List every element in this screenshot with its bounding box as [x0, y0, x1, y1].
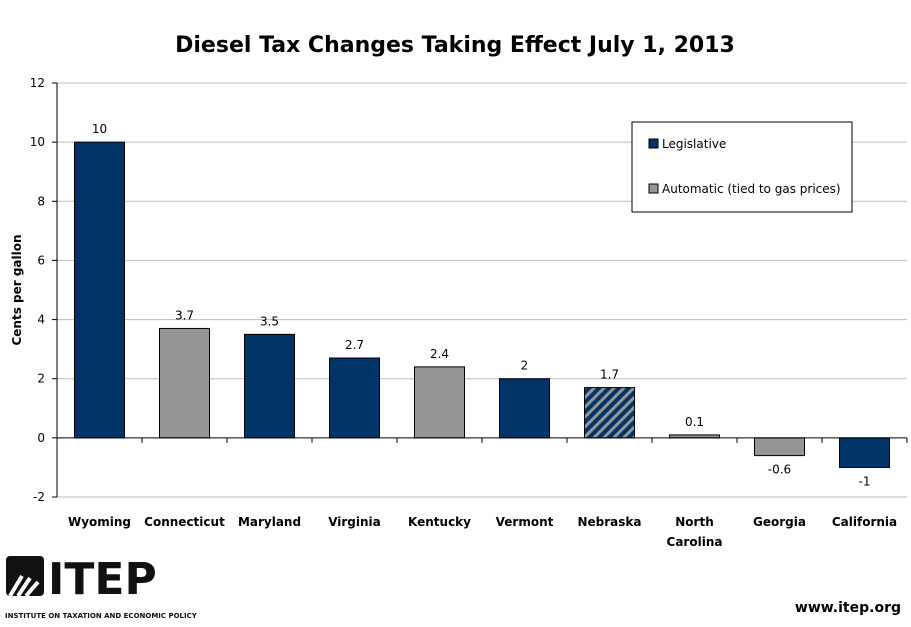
bar-connecticut — [159, 327, 210, 439]
logo-subtitle: INSTITUTE ON TAXATION AND ECONOMIC POLIC… — [5, 612, 198, 620]
bar-nebraska — [584, 387, 635, 439]
x-tick-label: Georgia — [753, 515, 806, 529]
y-tick-label: 8 — [37, 194, 45, 208]
data-label: 3.5 — [260, 314, 279, 328]
x-tick-label: Kentucky — [408, 515, 471, 529]
itep-logo: ITEP INSTITUTE ON TAXATION AND ECONOMIC … — [5, 554, 198, 620]
x-tick-label: Vermont — [496, 515, 554, 529]
bar-california — [839, 437, 890, 468]
x-tick-label: Connecticut — [144, 515, 225, 529]
legend-swatch-legislative — [648, 138, 659, 149]
data-label: 10 — [92, 122, 107, 136]
legend-swatch-automatic — [648, 183, 659, 194]
data-label: 2.4 — [430, 347, 449, 361]
x-tick-label: Nebraska — [577, 515, 641, 529]
data-label: -1 — [859, 474, 871, 488]
footer-url[interactable]: www.itep.org — [795, 600, 901, 616]
y-tick-label: 12 — [30, 76, 45, 90]
y-tick-label: -2 — [33, 490, 45, 504]
legend-label-legislative: Legislative — [662, 137, 726, 151]
y-tick-label: 6 — [37, 253, 45, 267]
x-tick-label: Virginia — [328, 515, 381, 529]
x-tick-label: Wyoming — [68, 515, 131, 529]
bar-kentucky — [414, 366, 465, 439]
logo-text: ITEP — [48, 554, 157, 605]
y-tick-label: 2 — [37, 372, 45, 386]
legend-box — [631, 121, 853, 213]
y-tick-label: 4 — [37, 313, 45, 327]
y-tick-label: 10 — [30, 135, 45, 149]
bar-georgia — [754, 437, 805, 457]
bar-maryland — [244, 333, 295, 439]
data-label: -0.6 — [768, 463, 791, 477]
legend: Legislative Automatic (tied to gas price… — [631, 121, 853, 213]
data-label: 0.1 — [685, 415, 704, 429]
chart-title: Diesel Tax Changes Taking Effect July 1,… — [175, 33, 735, 58]
data-label: 1.7 — [600, 368, 619, 382]
x-tick-label: Maryland — [238, 515, 301, 529]
legend-label-automatic: Automatic (tied to gas prices) — [662, 182, 841, 196]
x-tick-label: California — [832, 515, 897, 529]
data-label: 2 — [521, 359, 529, 373]
bar-virginia — [329, 357, 380, 439]
data-label: 2.7 — [345, 338, 364, 352]
bar-wyoming — [74, 141, 125, 439]
bar-vermont — [499, 378, 550, 439]
y-axis-label: Cents per gallon — [10, 234, 24, 345]
data-label: 3.7 — [175, 308, 194, 322]
y-tick-label: 0 — [37, 431, 45, 445]
x-tick-label: North Carolina — [667, 515, 723, 549]
